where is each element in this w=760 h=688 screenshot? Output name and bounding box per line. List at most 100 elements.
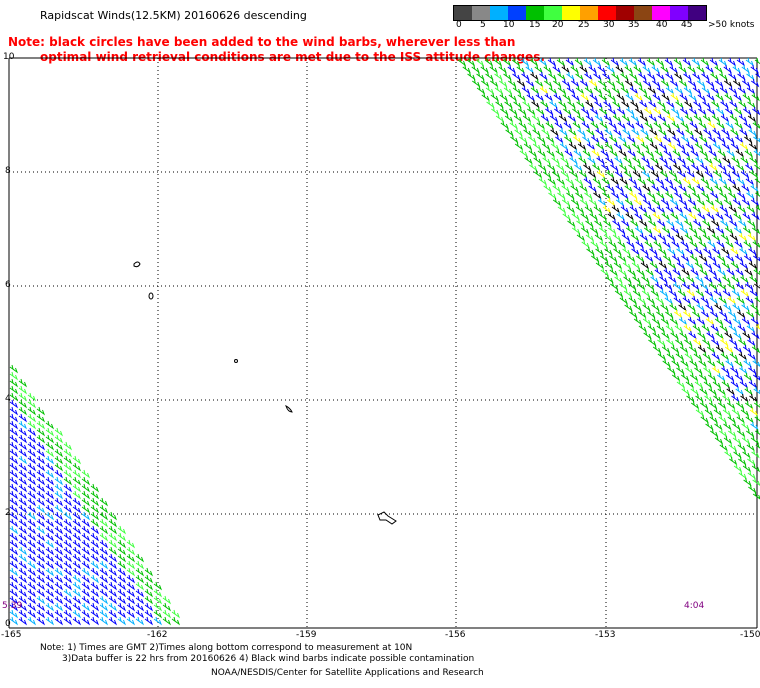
wind-barb bbox=[36, 462, 46, 472]
wind-barb bbox=[611, 204, 621, 214]
wind-barb bbox=[126, 546, 136, 556]
wind-barb bbox=[599, 106, 608, 116]
wind-barb bbox=[645, 134, 654, 144]
wind-barb bbox=[621, 218, 630, 228]
wind-barb bbox=[603, 113, 613, 123]
wind-barb bbox=[666, 113, 676, 123]
wind-barb bbox=[681, 148, 690, 158]
wind-barb bbox=[45, 525, 55, 535]
wind-barb bbox=[665, 323, 674, 333]
wind-barb bbox=[63, 504, 73, 514]
wind-barb bbox=[636, 267, 645, 277]
wind-barb bbox=[540, 113, 550, 123]
wind-barb bbox=[702, 351, 711, 361]
wind-barb bbox=[726, 267, 735, 277]
wind-barb bbox=[99, 588, 109, 598]
wind-barb bbox=[45, 539, 55, 549]
wind-barb bbox=[558, 99, 567, 109]
colorbar-swatch bbox=[688, 6, 706, 20]
wind-barb bbox=[614, 288, 624, 298]
wind-barb bbox=[18, 588, 28, 598]
wind-barb bbox=[747, 470, 756, 480]
wind-barb bbox=[670, 225, 680, 235]
wind-barb bbox=[746, 323, 755, 333]
wind-barb bbox=[613, 260, 623, 270]
wind-barb bbox=[54, 525, 64, 535]
wind-barb bbox=[551, 169, 561, 179]
map-frame bbox=[8, 57, 758, 629]
wind-barb bbox=[741, 183, 750, 193]
wind-barb bbox=[99, 595, 109, 605]
wind-barb bbox=[703, 379, 713, 389]
footer-note-1: Note: 1) Times are GMT 2)Times along bot… bbox=[40, 643, 413, 653]
wind-barb bbox=[726, 134, 735, 144]
wind-barb bbox=[594, 218, 603, 228]
wind-barb bbox=[117, 532, 127, 542]
wind-barb bbox=[135, 567, 145, 577]
wind-barb bbox=[657, 232, 667, 242]
wind-barb bbox=[749, 407, 759, 417]
wind-barb bbox=[18, 504, 28, 514]
wind-barb bbox=[9, 560, 19, 570]
wind-barb bbox=[702, 99, 711, 109]
wind-barb bbox=[676, 365, 685, 375]
wind-barb bbox=[90, 497, 100, 507]
wind-barb bbox=[715, 92, 724, 102]
wind-barb bbox=[666, 232, 676, 242]
wind-barb bbox=[673, 176, 682, 186]
wind-barb bbox=[589, 225, 599, 235]
wind-barb bbox=[495, 99, 504, 109]
wind-barb bbox=[27, 399, 37, 409]
wind-barb bbox=[616, 92, 625, 102]
colorbar-swatch bbox=[598, 6, 616, 20]
wind-barb bbox=[630, 218, 639, 228]
wind-barb bbox=[54, 560, 64, 570]
wind-barb bbox=[688, 344, 698, 354]
wind-barb bbox=[90, 567, 100, 577]
wind-barb bbox=[126, 539, 136, 549]
wind-barb bbox=[561, 78, 571, 88]
wind-barb bbox=[661, 211, 670, 221]
wind-barb bbox=[135, 588, 145, 598]
wind-barb bbox=[674, 190, 683, 200]
wind-barb bbox=[570, 78, 580, 88]
wind-barb bbox=[18, 546, 28, 556]
wind-barb bbox=[678, 302, 687, 312]
x-tick-3: -156 bbox=[445, 630, 466, 640]
wind-swath-left bbox=[9, 364, 181, 626]
wind-barb bbox=[668, 274, 677, 284]
wind-barb bbox=[728, 442, 737, 452]
wind-barb bbox=[751, 92, 760, 102]
wind-barb bbox=[81, 476, 91, 486]
wind-barb bbox=[72, 602, 82, 612]
y-tick-3: 4 bbox=[5, 394, 11, 404]
wind-barb bbox=[737, 71, 746, 81]
wind-barb bbox=[723, 64, 732, 74]
wind-barb bbox=[642, 183, 651, 193]
wind-barb bbox=[72, 483, 82, 493]
wind-barb bbox=[682, 57, 692, 67]
wind-barb bbox=[733, 92, 742, 102]
wind-barb bbox=[643, 211, 652, 221]
footer-credit: NOAA/NESDIS/Center for Satellite Applica… bbox=[211, 668, 484, 678]
wind-barb bbox=[745, 414, 754, 424]
wind-barb bbox=[689, 106, 698, 116]
wind-barb bbox=[9, 448, 19, 458]
wind-barb bbox=[45, 602, 55, 612]
wind-barb bbox=[72, 553, 82, 563]
wind-barb bbox=[674, 309, 683, 319]
wind-barb bbox=[665, 71, 674, 81]
wind-barb bbox=[741, 421, 750, 431]
wind-barb bbox=[710, 323, 719, 333]
wind-barb bbox=[498, 64, 507, 74]
wind-barb bbox=[528, 148, 537, 158]
wind-barb bbox=[557, 190, 566, 200]
wind-barb bbox=[521, 85, 531, 95]
wind-barb bbox=[664, 295, 673, 305]
wind-barb bbox=[512, 71, 521, 81]
wind-barb bbox=[72, 525, 82, 535]
wind-barb bbox=[744, 400, 754, 410]
wind-barb bbox=[742, 449, 751, 459]
wind-barb bbox=[647, 309, 656, 319]
wind-barb bbox=[135, 560, 145, 570]
